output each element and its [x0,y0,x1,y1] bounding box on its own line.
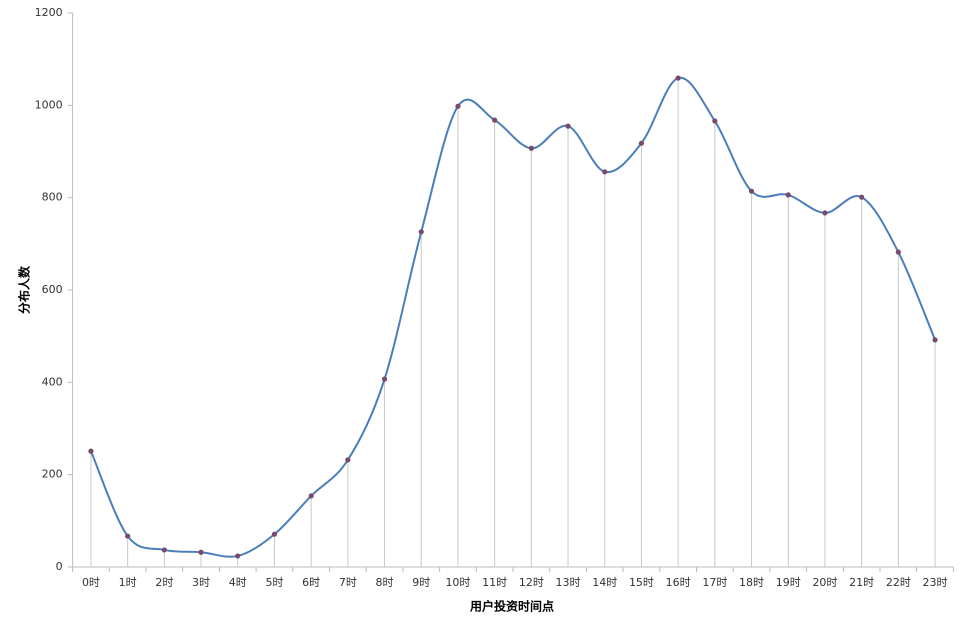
y-tick-label: 1200 [35,6,63,19]
point [418,229,424,235]
x-tick-label: 19时 [776,576,801,589]
point [308,493,314,499]
x-tick-label: 16时 [666,576,691,589]
point [602,169,608,175]
x-tick-label: 11时 [482,576,507,589]
x-tick-label: 7时 [339,576,357,589]
point [161,547,167,553]
point [712,118,718,124]
point [345,457,351,463]
x-tick-label: 2时 [155,576,173,589]
point [748,188,755,194]
point [235,553,241,559]
x-tick-label: 14时 [592,576,617,589]
point [125,533,131,539]
x-tick-label: 4时 [229,576,247,589]
point [638,140,645,146]
y-tick-label: 600 [42,283,63,296]
x-tick-label: 5时 [265,576,283,589]
point [785,192,791,198]
point [859,194,865,200]
line [90,76,936,558]
point [565,123,571,129]
x-tick-label: 0时 [82,576,100,589]
x-tick-label: 8时 [376,576,394,589]
x-tick-label: 21时 [849,576,874,589]
x-tick-label: 3时 [192,576,210,589]
point [381,376,388,382]
point [198,549,204,555]
x-tick-label: 13时 [556,576,581,589]
point [895,249,901,255]
x-tick-label: 6时 [302,576,320,589]
point [492,117,498,123]
point [455,103,461,109]
x-tick-label: 17时 [702,576,727,589]
x-tick-label: 20时 [812,576,837,589]
point [271,531,278,537]
x-axis-title: 用户投资时间点 [469,599,554,614]
x-tick-label: 23时 [923,576,948,589]
y-tick-label: 400 [42,375,63,388]
point [932,337,938,343]
point [675,75,681,81]
y-tick-label: 0 [56,560,63,573]
point [822,210,828,216]
x-tick-label: 15时 [629,576,654,589]
y-tick-label: 1000 [35,98,63,111]
x-tick-label: 1时 [119,576,137,589]
x-tick-label: 22时 [886,576,911,589]
x-tick-label: 10时 [445,576,470,589]
x-tick-label: 12时 [519,576,544,589]
y-tick-label: 800 [42,191,63,204]
y-tick-label: 200 [42,468,63,481]
x-tick-label: 18时 [739,576,764,589]
point [88,448,94,454]
point [528,145,534,151]
y-axis-title: 分布人数 [17,265,32,314]
x-tick-label: 9时 [412,576,430,589]
